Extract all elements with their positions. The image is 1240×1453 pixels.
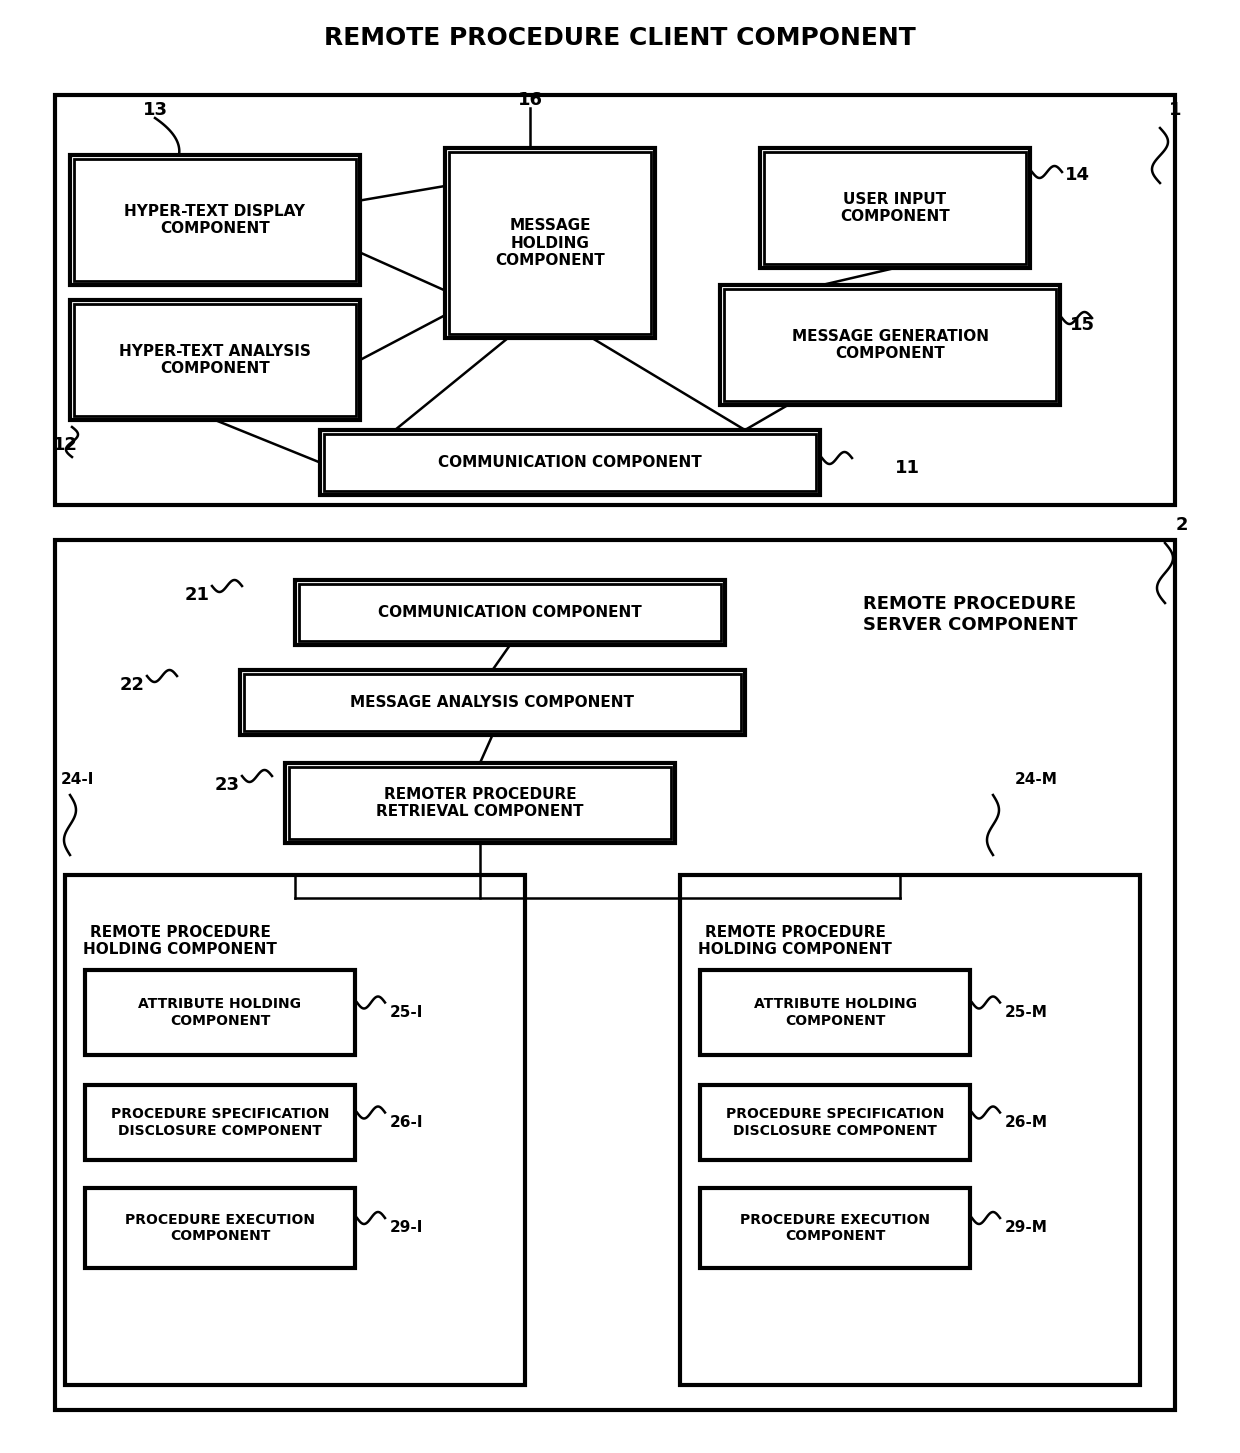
Text: 16: 16 xyxy=(517,92,543,109)
Bar xyxy=(701,1189,970,1268)
Bar xyxy=(69,155,360,285)
Text: USER INPUT
COMPONENT: USER INPUT COMPONENT xyxy=(841,192,950,224)
Text: 25-M: 25-M xyxy=(1004,1005,1048,1020)
Bar xyxy=(244,674,742,731)
Bar xyxy=(724,289,1056,401)
Bar xyxy=(55,94,1176,506)
Bar xyxy=(86,1189,355,1268)
Text: 1: 1 xyxy=(1169,102,1182,119)
Text: MESSAGE ANALYSIS COMPONENT: MESSAGE ANALYSIS COMPONENT xyxy=(351,695,635,711)
Text: 29-M: 29-M xyxy=(1004,1221,1048,1235)
Text: 2: 2 xyxy=(1176,516,1188,535)
Text: PROCEDURE SPECIFICATION
DISCLOSURE COMPONENT: PROCEDURE SPECIFICATION DISCLOSURE COMPO… xyxy=(725,1107,944,1138)
Text: PROCEDURE SPECIFICATION
DISCLOSURE COMPONENT: PROCEDURE SPECIFICATION DISCLOSURE COMPO… xyxy=(110,1107,329,1138)
Bar xyxy=(449,153,651,334)
Text: 13: 13 xyxy=(143,102,167,119)
Text: 21: 21 xyxy=(185,586,210,604)
Bar xyxy=(701,971,970,1055)
Text: REMOTER PROCEDURE
RETRIEVAL COMPONENT: REMOTER PROCEDURE RETRIEVAL COMPONENT xyxy=(376,788,584,819)
Text: 11: 11 xyxy=(895,459,920,477)
Text: 15: 15 xyxy=(1070,315,1095,334)
Bar xyxy=(86,1085,355,1159)
Text: REMOTE PROCEDURE
HOLDING COMPONENT: REMOTE PROCEDURE HOLDING COMPONENT xyxy=(698,926,892,958)
Text: PROCEDURE EXECUTION
COMPONENT: PROCEDURE EXECUTION COMPONENT xyxy=(125,1213,315,1244)
Text: ATTRIBUTE HOLDING
COMPONENT: ATTRIBUTE HOLDING COMPONENT xyxy=(139,997,301,1027)
Text: 12: 12 xyxy=(52,436,77,453)
Text: 29-I: 29-I xyxy=(391,1221,423,1235)
Text: 14: 14 xyxy=(1065,166,1090,185)
Bar xyxy=(445,148,655,339)
Bar xyxy=(64,875,525,1385)
Text: REMOTE PROCEDURE
SERVER COMPONENT: REMOTE PROCEDURE SERVER COMPONENT xyxy=(863,594,1078,634)
Text: COMMUNICATION COMPONENT: COMMUNICATION COMPONENT xyxy=(438,455,702,469)
Text: 26-I: 26-I xyxy=(391,1114,424,1130)
Bar xyxy=(299,584,720,641)
Bar xyxy=(760,148,1030,267)
Bar xyxy=(69,299,360,420)
Text: 24-M: 24-M xyxy=(1016,773,1058,788)
Bar xyxy=(289,767,671,838)
Text: REMOTE PROCEDURE CLIENT COMPONENT: REMOTE PROCEDURE CLIENT COMPONENT xyxy=(324,26,916,49)
Text: 22: 22 xyxy=(120,676,145,695)
Text: ATTRIBUTE HOLDING
COMPONENT: ATTRIBUTE HOLDING COMPONENT xyxy=(754,997,916,1027)
Bar xyxy=(324,434,816,491)
Bar xyxy=(285,763,675,843)
Text: MESSAGE GENERATION
COMPONENT: MESSAGE GENERATION COMPONENT xyxy=(791,328,988,362)
Text: 24-I: 24-I xyxy=(61,773,94,788)
Text: 23: 23 xyxy=(215,776,241,793)
Text: HYPER-TEXT ANALYSIS
COMPONENT: HYPER-TEXT ANALYSIS COMPONENT xyxy=(119,344,311,376)
Text: REMOTE PROCEDURE
HOLDING COMPONENT: REMOTE PROCEDURE HOLDING COMPONENT xyxy=(83,926,277,958)
Bar xyxy=(86,971,355,1055)
Bar xyxy=(241,670,745,735)
Bar xyxy=(320,430,820,495)
Bar xyxy=(74,304,356,416)
Bar xyxy=(680,875,1140,1385)
Bar xyxy=(55,541,1176,1409)
Bar xyxy=(74,158,356,280)
Text: 25-I: 25-I xyxy=(391,1005,423,1020)
Text: HYPER-TEXT DISPLAY
COMPONENT: HYPER-TEXT DISPLAY COMPONENT xyxy=(124,203,305,237)
Text: MESSAGE
HOLDING
COMPONENT: MESSAGE HOLDING COMPONENT xyxy=(495,218,605,267)
Bar xyxy=(720,285,1060,405)
Text: 26-M: 26-M xyxy=(1004,1114,1048,1130)
Text: COMMUNICATION COMPONENT: COMMUNICATION COMPONENT xyxy=(378,604,642,620)
Bar xyxy=(701,1085,970,1159)
Bar xyxy=(295,580,725,645)
Text: PROCEDURE EXECUTION
COMPONENT: PROCEDURE EXECUTION COMPONENT xyxy=(740,1213,930,1244)
Bar xyxy=(764,153,1025,264)
